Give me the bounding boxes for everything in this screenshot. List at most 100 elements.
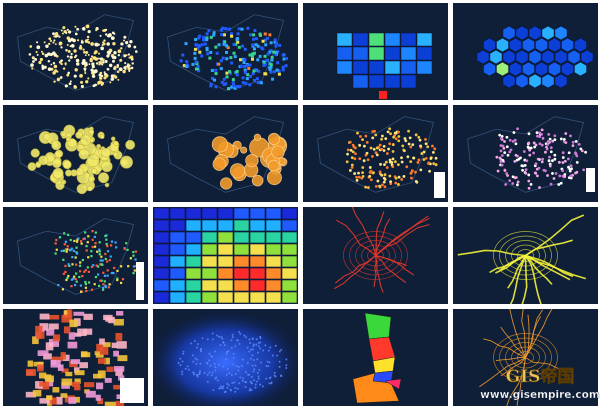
watermark: GIS帝国 www.gisempire.com bbox=[480, 366, 600, 401]
point bbox=[256, 371, 259, 374]
point bbox=[528, 153, 532, 157]
point bbox=[110, 77, 115, 81]
point bbox=[259, 337, 262, 340]
point bbox=[512, 131, 516, 134]
point bbox=[255, 343, 258, 346]
point bbox=[126, 248, 129, 252]
hex bbox=[528, 25, 542, 41]
cell bbox=[111, 342, 118, 349]
point bbox=[376, 179, 380, 183]
route bbox=[374, 211, 385, 256]
cell bbox=[254, 43, 258, 47]
route bbox=[375, 254, 408, 267]
point bbox=[426, 145, 430, 149]
cell bbox=[246, 26, 250, 30]
cell bbox=[263, 32, 267, 36]
point bbox=[74, 256, 77, 259]
cell bbox=[217, 62, 221, 66]
point bbox=[411, 143, 415, 147]
point bbox=[514, 153, 518, 157]
cell bbox=[116, 341, 127, 349]
cell bbox=[93, 373, 102, 379]
point bbox=[350, 163, 354, 167]
cell bbox=[117, 355, 128, 362]
point bbox=[499, 144, 503, 147]
point bbox=[53, 39, 56, 42]
point bbox=[391, 150, 395, 153]
cell bbox=[265, 255, 282, 268]
point bbox=[78, 264, 82, 267]
cell bbox=[193, 51, 197, 55]
point bbox=[549, 146, 553, 150]
point bbox=[561, 161, 565, 164]
point bbox=[420, 152, 424, 155]
cell bbox=[384, 74, 401, 89]
point bbox=[262, 349, 265, 352]
point bbox=[104, 28, 108, 32]
cell bbox=[336, 60, 353, 75]
point bbox=[369, 146, 373, 150]
cell bbox=[60, 352, 66, 360]
point bbox=[70, 44, 75, 48]
point bbox=[61, 32, 64, 35]
point bbox=[38, 60, 42, 65]
point bbox=[69, 55, 73, 59]
point bbox=[554, 172, 558, 175]
point bbox=[101, 259, 104, 262]
point bbox=[221, 387, 224, 390]
tile-background bbox=[3, 105, 148, 202]
point bbox=[65, 250, 68, 253]
point bbox=[134, 258, 137, 261]
point bbox=[238, 382, 241, 385]
point bbox=[505, 172, 509, 175]
point bbox=[422, 150, 426, 154]
point bbox=[102, 286, 105, 290]
point bbox=[48, 37, 52, 41]
cell bbox=[269, 70, 273, 74]
cell bbox=[281, 68, 285, 72]
point bbox=[39, 57, 44, 62]
cell bbox=[281, 291, 298, 304]
point bbox=[548, 137, 552, 141]
cell bbox=[266, 52, 270, 56]
route bbox=[479, 357, 526, 388]
point bbox=[346, 148, 350, 152]
point bbox=[374, 184, 378, 188]
point bbox=[82, 58, 86, 63]
hex bbox=[522, 37, 535, 53]
point bbox=[211, 332, 214, 335]
route bbox=[375, 255, 407, 284]
point bbox=[351, 143, 355, 147]
route bbox=[499, 254, 526, 271]
point bbox=[394, 176, 398, 180]
point bbox=[75, 263, 78, 266]
point bbox=[97, 273, 100, 276]
cell bbox=[67, 341, 78, 349]
point bbox=[57, 283, 60, 287]
point bbox=[113, 74, 116, 77]
point bbox=[84, 280, 87, 284]
hex bbox=[535, 61, 548, 77]
cell bbox=[249, 219, 266, 232]
watermark-logo: GIS帝国 bbox=[506, 366, 575, 387]
point bbox=[74, 277, 77, 281]
point bbox=[374, 151, 378, 155]
point bbox=[508, 138, 512, 142]
point bbox=[36, 45, 41, 50]
cell bbox=[242, 61, 246, 65]
point bbox=[30, 63, 34, 67]
point bbox=[66, 43, 69, 46]
point bbox=[93, 283, 96, 286]
point bbox=[345, 160, 349, 164]
cell bbox=[214, 72, 218, 76]
cell bbox=[249, 255, 266, 268]
point bbox=[73, 49, 77, 53]
point bbox=[410, 176, 413, 180]
point bbox=[270, 381, 273, 384]
cell bbox=[153, 267, 170, 280]
point bbox=[84, 54, 87, 57]
legend-box bbox=[586, 168, 595, 192]
point bbox=[260, 361, 263, 364]
cell bbox=[222, 77, 226, 81]
point bbox=[108, 283, 111, 286]
